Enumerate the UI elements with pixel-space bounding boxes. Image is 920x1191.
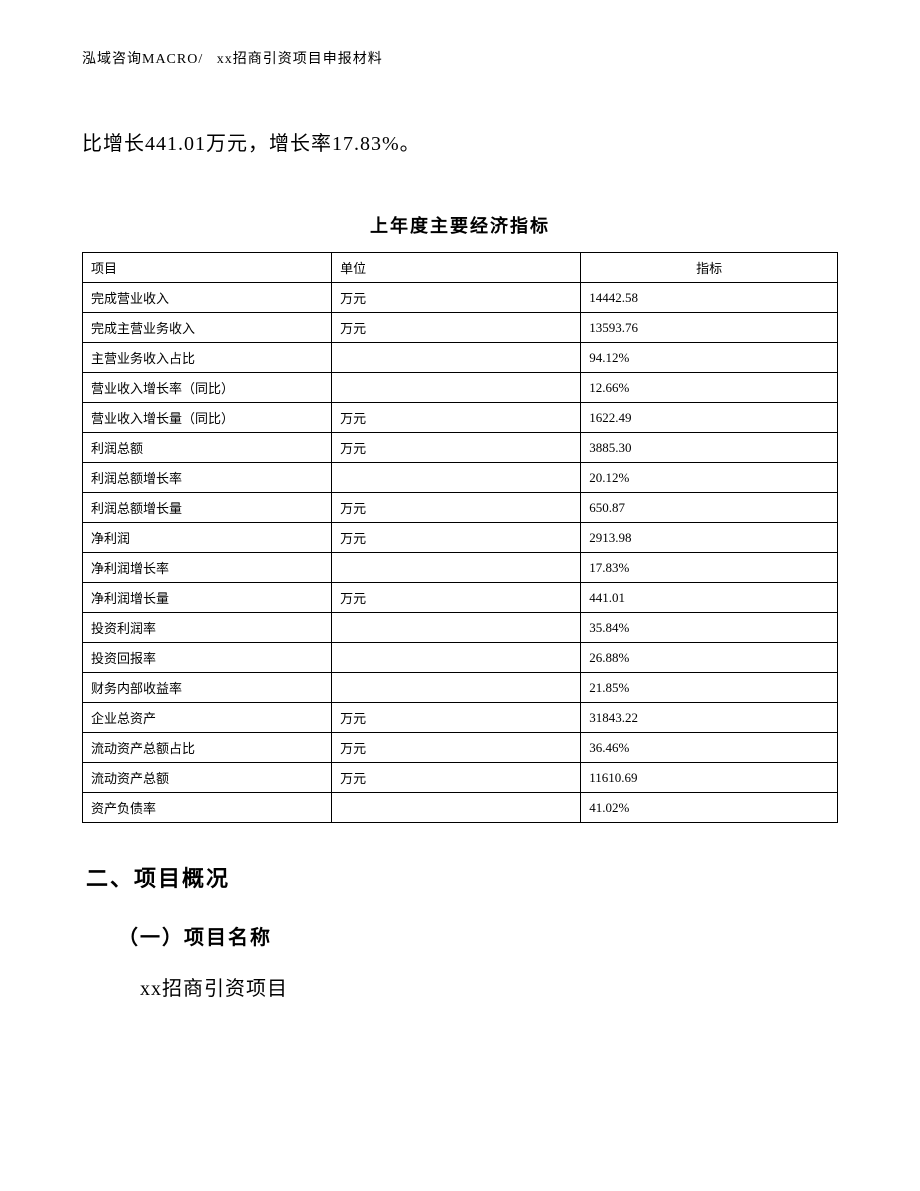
cell-value: 441.01 <box>581 583 838 613</box>
cell-item: 净利润增长量 <box>83 583 332 613</box>
table-row: 营业收入增长量（同比）万元1622.49 <box>83 403 838 433</box>
header-right: xx招商引资项目申报材料 <box>217 52 383 67</box>
cell-unit: 万元 <box>332 583 581 613</box>
cell-unit <box>332 373 581 403</box>
cell-item: 利润总额增长量 <box>83 493 332 523</box>
cell-unit <box>332 793 581 823</box>
table-row: 净利润增长量万元441.01 <box>83 583 838 613</box>
cell-value: 2913.98 <box>581 523 838 553</box>
cell-value: 36.46% <box>581 733 838 763</box>
cell-item: 资产负债率 <box>83 793 332 823</box>
cell-unit <box>332 463 581 493</box>
cell-unit <box>332 673 581 703</box>
table-row: 利润总额增长率 20.12% <box>83 463 838 493</box>
cell-item: 完成主营业务收入 <box>83 313 332 343</box>
table-row: 净利润万元2913.98 <box>83 523 838 553</box>
table-row: 投资回报率 26.88% <box>83 643 838 673</box>
cell-unit: 万元 <box>332 433 581 463</box>
table-row: 利润总额增长量万元650.87 <box>83 493 838 523</box>
table-row: 企业总资产万元31843.22 <box>83 703 838 733</box>
table-row: 财务内部收益率 21.85% <box>83 673 838 703</box>
table-header-row: 项目 单位 指标 <box>83 253 838 283</box>
table-title: 上年度主要经济指标 <box>82 212 838 238</box>
cell-item: 企业总资产 <box>83 703 332 733</box>
table-row: 流动资产总额占比万元36.46% <box>83 733 838 763</box>
cell-unit <box>332 343 581 373</box>
cell-item: 营业收入增长率（同比） <box>83 373 332 403</box>
cell-item: 完成营业收入 <box>83 283 332 313</box>
table-row: 营业收入增长率（同比） 12.66% <box>83 373 838 403</box>
table-row: 完成营业收入万元14442.58 <box>83 283 838 313</box>
cell-unit: 万元 <box>332 733 581 763</box>
cell-value: 35.84% <box>581 613 838 643</box>
economic-indicators-table: 项目 单位 指标 完成营业收入万元14442.58 完成主营业务收入万元1359… <box>82 252 838 823</box>
cell-value: 11610.69 <box>581 763 838 793</box>
cell-value: 20.12% <box>581 463 838 493</box>
document-page: 泓域咨询MACRO/ xx招商引资项目申报材料 比增长441.01万元，增长率1… <box>0 0 920 1049</box>
cell-unit <box>332 643 581 673</box>
table-row: 资产负债率 41.02% <box>83 793 838 823</box>
cell-value: 14442.58 <box>581 283 838 313</box>
table-header-unit: 单位 <box>332 253 581 283</box>
table-row: 净利润增长率 17.83% <box>83 553 838 583</box>
header-left: 泓域咨询MACRO/ <box>82 52 203 67</box>
cell-item: 净利润增长率 <box>83 553 332 583</box>
cell-item: 利润总额增长率 <box>83 463 332 493</box>
cell-unit: 万元 <box>332 493 581 523</box>
cell-unit: 万元 <box>332 403 581 433</box>
cell-value: 41.02% <box>581 793 838 823</box>
cell-value: 13593.76 <box>581 313 838 343</box>
cell-value: 94.12% <box>581 343 838 373</box>
table-row: 完成主营业务收入万元13593.76 <box>83 313 838 343</box>
cell-value: 31843.22 <box>581 703 838 733</box>
table-row: 利润总额万元3885.30 <box>83 433 838 463</box>
cell-item: 营业收入增长量（同比） <box>83 403 332 433</box>
cell-item: 利润总额 <box>83 433 332 463</box>
table-row: 主营业务收入占比 94.12% <box>83 343 838 373</box>
cell-value: 26.88% <box>581 643 838 673</box>
table-row: 流动资产总额万元11610.69 <box>83 763 838 793</box>
subsection-text: xx招商引资项目 <box>82 972 838 1001</box>
cell-item: 财务内部收益率 <box>83 673 332 703</box>
cell-unit: 万元 <box>332 313 581 343</box>
cell-value: 12.66% <box>581 373 838 403</box>
table-header-value: 指标 <box>581 253 838 283</box>
cell-item: 流动资产总额 <box>83 763 332 793</box>
cell-item: 净利润 <box>83 523 332 553</box>
cell-unit <box>332 553 581 583</box>
cell-value: 650.87 <box>581 493 838 523</box>
cell-item: 流动资产总额占比 <box>83 733 332 763</box>
table-body: 完成营业收入万元14442.58 完成主营业务收入万元13593.76 主营业务… <box>83 283 838 823</box>
cell-item: 主营业务收入占比 <box>83 343 332 373</box>
cell-unit: 万元 <box>332 523 581 553</box>
table-row: 投资利润率 35.84% <box>83 613 838 643</box>
cell-item: 投资回报率 <box>83 643 332 673</box>
section-title: 二、项目概况 <box>82 861 838 893</box>
cell-unit: 万元 <box>332 283 581 313</box>
cell-unit <box>332 613 581 643</box>
cell-value: 21.85% <box>581 673 838 703</box>
cell-value: 17.83% <box>581 553 838 583</box>
table-header-item: 项目 <box>83 253 332 283</box>
page-header: 泓域咨询MACRO/ xx招商引资项目申报材料 <box>82 48 838 68</box>
body-paragraph: 比增长441.01万元，增长率17.83%。 <box>82 126 838 162</box>
cell-value: 1622.49 <box>581 403 838 433</box>
subsection-title: （一）项目名称 <box>82 921 838 950</box>
cell-unit: 万元 <box>332 703 581 733</box>
cell-item: 投资利润率 <box>83 613 332 643</box>
cell-value: 3885.30 <box>581 433 838 463</box>
cell-unit: 万元 <box>332 763 581 793</box>
